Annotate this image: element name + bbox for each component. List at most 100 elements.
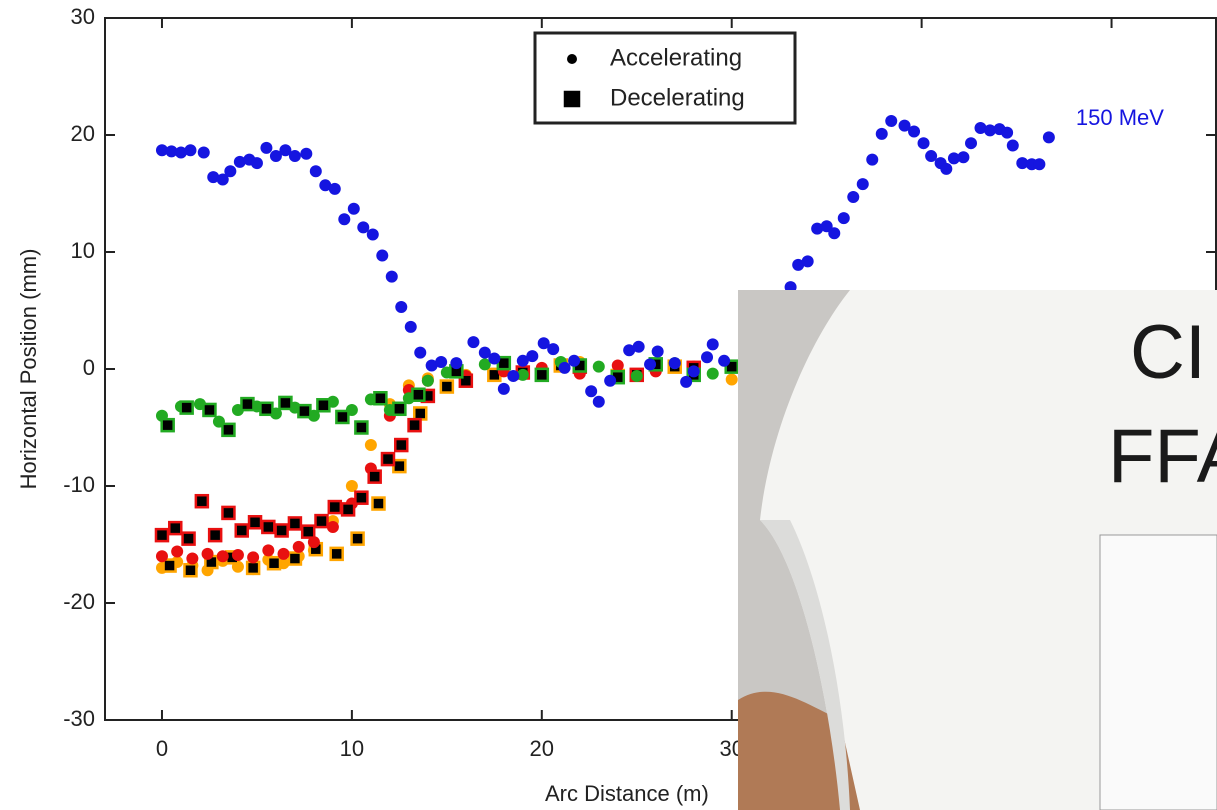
y-axis-label: Horizontal Position (mm) — [16, 249, 41, 490]
point — [811, 222, 824, 235]
point — [701, 351, 714, 364]
point — [247, 515, 263, 530]
point — [885, 114, 898, 127]
point — [488, 352, 501, 365]
point — [706, 367, 719, 380]
point — [706, 338, 719, 351]
x-axis-label: Arc Distance (m) — [545, 781, 709, 806]
point — [307, 536, 320, 549]
point — [1033, 158, 1046, 171]
point — [467, 336, 480, 349]
point — [394, 437, 409, 453]
point — [367, 469, 382, 484]
point — [917, 137, 930, 150]
point — [801, 255, 814, 268]
point — [558, 361, 571, 374]
point — [947, 152, 960, 165]
point — [231, 549, 244, 562]
point — [247, 551, 260, 564]
point — [171, 545, 184, 558]
point — [340, 502, 356, 517]
point — [221, 422, 236, 438]
point — [371, 496, 386, 511]
point — [534, 367, 550, 383]
point — [266, 555, 282, 571]
point — [262, 544, 275, 557]
point — [245, 560, 261, 576]
point — [404, 320, 417, 333]
point — [300, 147, 313, 160]
point — [537, 337, 550, 350]
point — [1042, 131, 1055, 144]
point — [364, 439, 377, 452]
point — [354, 420, 369, 435]
point — [316, 398, 331, 413]
point — [261, 519, 276, 535]
point — [314, 513, 329, 529]
point — [414, 346, 427, 359]
point — [327, 499, 343, 515]
point — [335, 409, 350, 425]
point — [984, 124, 997, 137]
point — [250, 157, 263, 170]
y-tick-label: -30 — [63, 706, 95, 731]
point — [300, 524, 316, 539]
point — [326, 520, 339, 533]
point — [395, 300, 408, 313]
point — [338, 213, 351, 226]
point — [278, 395, 293, 411]
point — [319, 179, 332, 192]
point — [240, 396, 255, 412]
legend-box — [533, 31, 797, 125]
sleeve-shadow — [760, 520, 850, 810]
point — [925, 150, 938, 163]
point — [1016, 157, 1029, 170]
point — [328, 182, 341, 195]
point — [725, 373, 738, 386]
point — [179, 400, 194, 415]
point — [260, 141, 273, 154]
point — [875, 127, 888, 140]
point — [908, 125, 921, 138]
y-tick-label: 20 — [71, 121, 95, 146]
point — [585, 385, 598, 398]
point — [155, 550, 168, 563]
point — [277, 547, 290, 560]
point — [820, 220, 833, 233]
point — [202, 402, 217, 418]
point — [174, 146, 187, 159]
legend-marker — [567, 54, 577, 64]
legend-label: Decelerating — [610, 84, 745, 111]
point — [233, 155, 246, 168]
point — [965, 137, 978, 150]
point — [611, 359, 624, 372]
point — [224, 165, 237, 178]
point — [184, 144, 197, 157]
point — [366, 228, 379, 241]
point — [526, 350, 539, 363]
point — [828, 227, 841, 240]
y-tick-label: 30 — [71, 4, 95, 29]
point — [632, 340, 645, 353]
series-label: 150 MeV — [1076, 105, 1164, 130]
point — [376, 249, 389, 262]
point — [345, 480, 358, 492]
point — [373, 391, 388, 406]
point — [168, 520, 183, 536]
point — [259, 401, 274, 417]
point — [357, 221, 370, 234]
point — [630, 370, 643, 383]
point — [411, 387, 426, 402]
point — [216, 173, 229, 186]
point — [201, 547, 214, 560]
point — [425, 359, 438, 372]
point — [478, 358, 491, 371]
point — [165, 145, 178, 158]
point — [154, 527, 170, 543]
point — [354, 490, 369, 505]
point — [234, 523, 249, 538]
point — [287, 516, 303, 531]
point — [279, 144, 292, 157]
